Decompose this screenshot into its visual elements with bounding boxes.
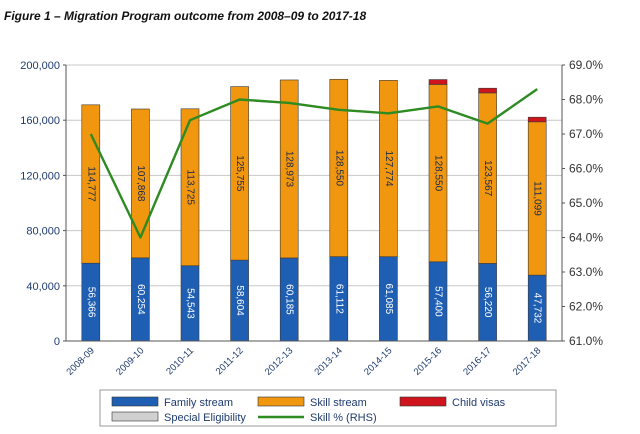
x-tick-label: 2010-11	[164, 345, 196, 377]
x-tick-label: 2017-18	[511, 345, 543, 377]
y-right-tick-label: 66.0%	[569, 162, 603, 176]
data-label-family: 57,400	[433, 286, 444, 317]
y-right-tick-label: 63.0%	[569, 265, 603, 279]
x-tick-label: 2014-15	[362, 345, 394, 377]
data-label-skill: 127,774	[383, 150, 394, 187]
bar-skill-stream	[230, 86, 249, 261]
y-left-tick-label: 200,000	[20, 60, 60, 72]
x-tick-label: 2013-14	[312, 345, 344, 377]
legend-label: Family stream	[164, 397, 233, 409]
data-label-family: 61,085	[383, 284, 394, 315]
legend: Family stream Skill stream Child visas Spec…	[99, 389, 557, 427]
data-label-family: 60,185	[284, 284, 295, 315]
data-label-skill: 107,868	[135, 165, 146, 202]
y-right-tick-label: 64.0%	[569, 231, 603, 245]
data-label-family: 61,112	[333, 284, 344, 314]
data-label-family: 58,604	[234, 285, 245, 316]
y-left-tick-label: 120,000	[20, 170, 60, 182]
y-right-tick-label: 61.0%	[569, 334, 603, 348]
y-right-tick-label: 69.0%	[569, 58, 603, 72]
data-label-skill: 114,777	[85, 166, 96, 202]
legend-swatch-special	[111, 411, 159, 422]
legend-label: Skill % (RHS)	[310, 412, 377, 424]
x-tick-label: 2011-12	[214, 345, 246, 377]
skill-pct-line	[89, 88, 538, 239]
legend-label: Child visas	[452, 397, 506, 409]
y-right-tick-label: 67.0%	[569, 127, 603, 141]
y-left-tick-label: 80,000	[26, 226, 60, 238]
y-right-tick-label: 65.0%	[569, 196, 603, 210]
data-label-family: 47,732	[532, 293, 543, 324]
bar-skill-stream	[131, 108, 150, 259]
legend-label: Special Eligibility	[164, 412, 246, 424]
x-tick-label: 2009-10	[114, 345, 146, 377]
x-tick-label: 2012-13	[263, 345, 295, 377]
legend-label: Skill stream	[310, 397, 367, 409]
y-right-tick-label: 62.0%	[569, 300, 603, 314]
bar-skill-stream	[329, 78, 349, 257]
x-tick-label: 2008-09	[64, 345, 96, 377]
data-label-skill: 128,550	[333, 150, 344, 187]
bars: 56,366 114,777 60,254 107,868 54,543 113,725 5…	[81, 78, 547, 342]
data-label-skill: 113,725	[185, 170, 196, 206]
bar-skill-stream	[279, 79, 299, 259]
y-left-tick-label: 160,000	[20, 115, 60, 127]
legend-swatch-child	[399, 396, 447, 407]
bar-child-visas	[478, 87, 497, 94]
y-left-tick-label: 40,000	[26, 281, 60, 293]
y-right-tick-label: 68.0%	[569, 93, 603, 107]
data-label-skill: 128,550	[433, 155, 444, 192]
x-tick-label: 2015-16	[412, 345, 444, 377]
skill-pct-line-layer	[89, 88, 538, 239]
legend-box	[99, 389, 557, 427]
data-label-skill: 111,099	[532, 181, 543, 216]
bar-skill-stream	[180, 108, 200, 267]
data-label-family: 60,254	[135, 284, 146, 315]
bar-child-visas	[428, 79, 448, 85]
data-label-family: 56,220	[482, 287, 493, 318]
y-left-tick-label: 0	[54, 336, 60, 348]
bar-child-visas	[527, 116, 547, 123]
x-tick-label: 2016-17	[461, 345, 493, 377]
data-label-skill: 128,973	[284, 151, 295, 188]
bar-skill-stream	[379, 80, 398, 258]
legend-swatch-family	[111, 396, 159, 407]
data-label-skill: 125,755	[234, 155, 245, 192]
data-label-family: 54,543	[185, 288, 196, 319]
figure-title: Figure 1 – Migration Program outcome fro…	[4, 9, 367, 23]
data-label-skill: 123,567	[482, 160, 493, 197]
data-label-family: 56,366	[85, 287, 96, 318]
legend-swatch-skill	[257, 396, 305, 407]
